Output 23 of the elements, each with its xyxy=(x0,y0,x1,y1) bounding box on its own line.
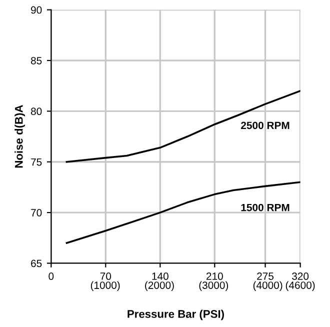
y-tick-label: 70 xyxy=(31,209,42,216)
x-tick-label: 70 xyxy=(100,272,112,280)
x-axis-title: Pressure Bar (PSI) xyxy=(128,310,224,320)
y-tick-label: 80 xyxy=(30,108,42,116)
series-label: 1500 RPM xyxy=(241,204,290,212)
y-tick-label: 90 xyxy=(31,6,42,14)
x2-tick-label: (4000) xyxy=(253,281,282,291)
y-tick-label: 65 xyxy=(31,260,42,268)
x2-tick-label: (2000) xyxy=(145,281,174,291)
x-tick-label: 0 xyxy=(48,272,54,280)
x-tick-label: 320 xyxy=(292,272,309,280)
x2-tick-label: (4600) xyxy=(286,281,315,291)
line-series xyxy=(66,181,300,244)
x-tick-label: 275 xyxy=(257,272,274,280)
x2-tick-label: (3000) xyxy=(199,281,228,291)
x2-tick-label: (1000) xyxy=(90,281,120,291)
line-series xyxy=(66,90,300,163)
y-tick-label: 75 xyxy=(31,158,42,166)
y-tick-label: 85 xyxy=(30,56,42,64)
y-axis-title: Noise d(B)A xyxy=(14,105,25,168)
series-label: 2500 RPM xyxy=(241,122,290,130)
x-tick-label: 210 xyxy=(206,272,223,280)
x-tick-label: 140 xyxy=(152,272,168,280)
